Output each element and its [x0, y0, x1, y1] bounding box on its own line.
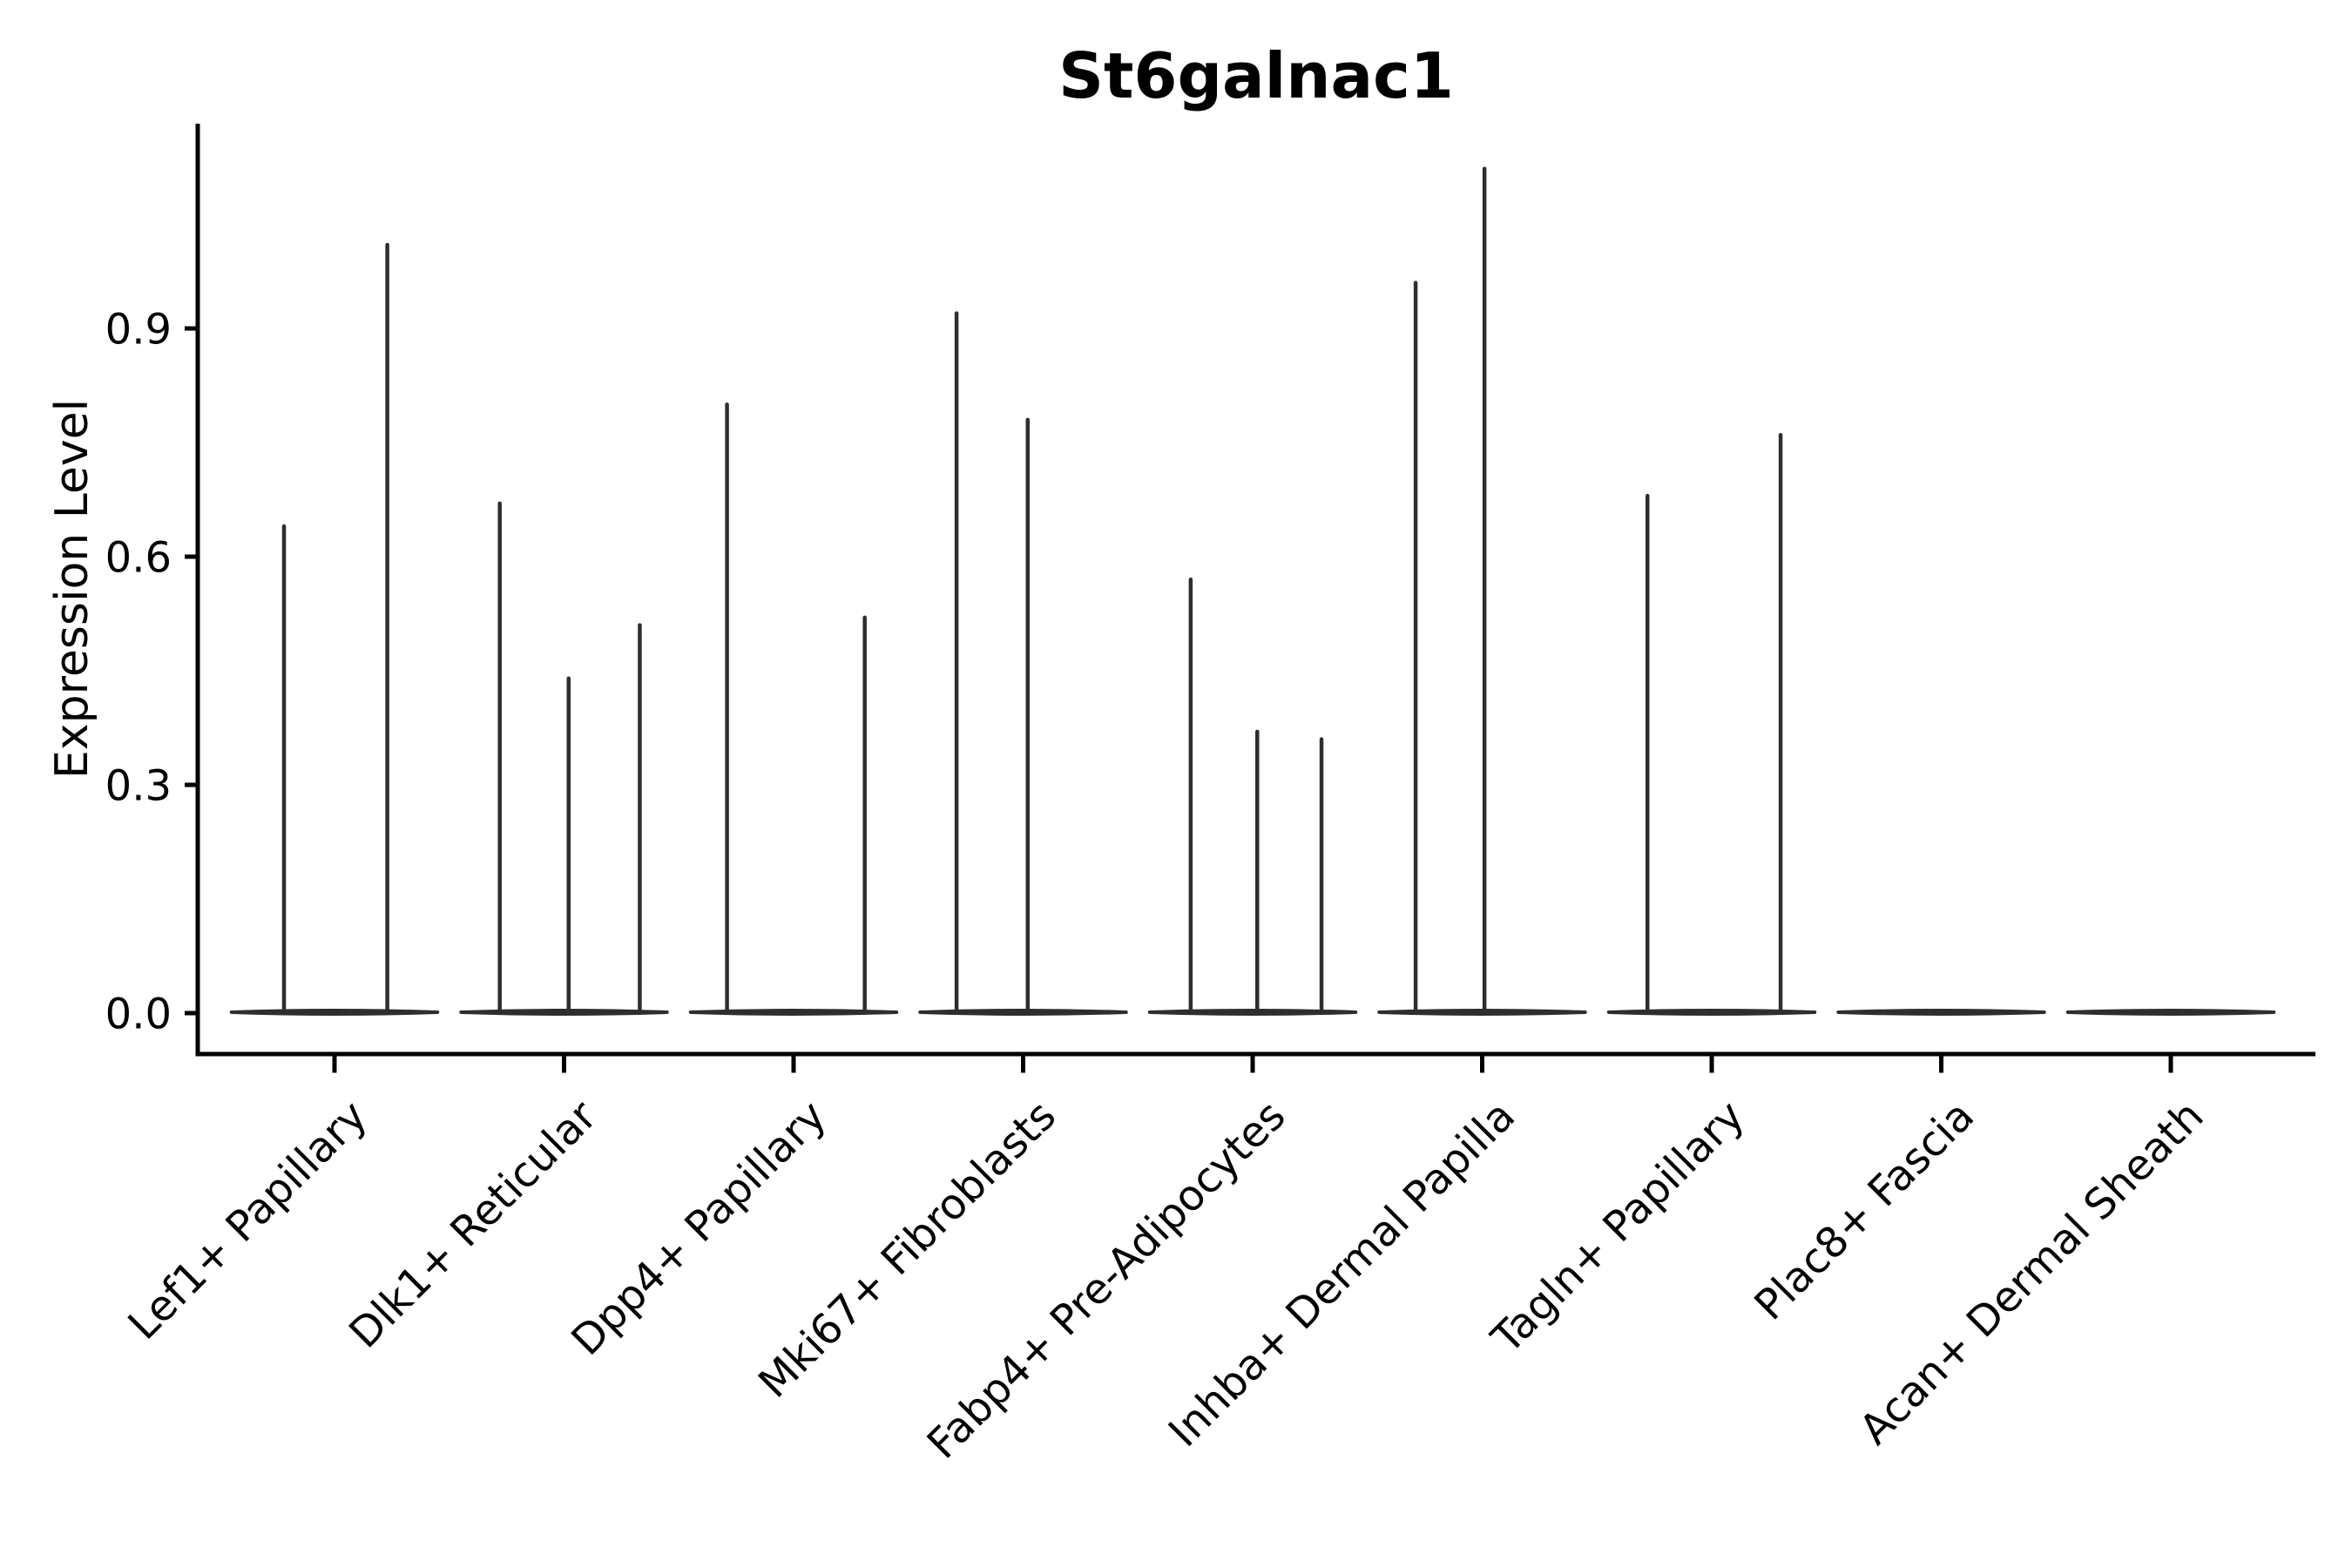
x-tick-label: Dlk1+ Reticular	[340, 1092, 606, 1358]
violin	[1147, 577, 1358, 1016]
x-tick-label: Dpp4+ Papillary	[562, 1092, 835, 1365]
violin-baseline	[459, 1009, 669, 1016]
y-tick-label: 0.0	[105, 990, 172, 1038]
y-axis-label: Expression Level	[46, 399, 98, 779]
violin	[1606, 433, 1817, 1016]
violin-baseline	[1147, 1009, 1358, 1016]
x-tick-label: Tagln+ Papillary	[1482, 1092, 1754, 1363]
violin	[459, 501, 669, 1016]
violin	[688, 402, 899, 1016]
violin-baseline	[1836, 1009, 2046, 1016]
violin	[918, 311, 1128, 1016]
violins	[229, 166, 2276, 1016]
x-tick-label: Lef1+ Papillary	[119, 1092, 377, 1349]
violin-baseline	[229, 1009, 440, 1016]
violin	[1836, 1009, 2046, 1016]
y-axis-tick-labels: 0.0 0.3 0.6 0.9	[105, 305, 172, 1038]
y-tick-label: 0.6	[105, 533, 172, 582]
violin-baseline	[1606, 1009, 1817, 1016]
violin-baseline	[688, 1009, 899, 1016]
violin-baseline	[918, 1009, 1128, 1016]
violin	[2065, 1009, 2276, 1016]
axes	[185, 124, 2315, 1073]
violin	[229, 242, 440, 1016]
x-tick-label: Plac8+ Fascia	[1745, 1092, 1984, 1330]
violin-baseline	[1377, 1009, 1587, 1016]
y-tick-label: 0.9	[105, 305, 172, 354]
plot-title: St6galnac1	[1058, 39, 1454, 112]
y-tick-label: 0.3	[105, 761, 172, 810]
violin	[1377, 166, 1587, 1016]
violin-baseline	[2065, 1009, 2276, 1016]
